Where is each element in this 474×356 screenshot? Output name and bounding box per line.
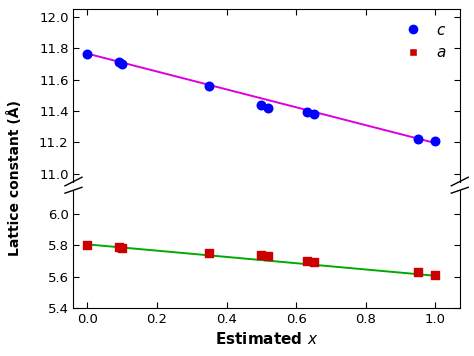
Point (83, 52, 91, 57)
Point (432, 272, 439, 278)
Point (118, 245, 126, 251)
Point (310, 260, 318, 265)
Point (83, 242, 91, 248)
Point (118, 61, 126, 67)
Point (264, 105, 272, 111)
Point (414, 269, 422, 275)
Point (205, 83, 213, 89)
Point (414, 136, 422, 142)
Point (310, 111, 318, 117)
X-axis label: Estimated $x$: Estimated $x$ (215, 331, 318, 347)
Point (264, 253, 272, 259)
Point (303, 110, 310, 115)
Point (115, 244, 122, 250)
Point (115, 59, 122, 65)
Point (257, 252, 265, 257)
Point (303, 258, 310, 264)
Point (257, 102, 265, 108)
Point (205, 250, 213, 256)
Text: Lattice constant (Å): Lattice constant (Å) (7, 100, 22, 256)
Legend: $c$, $a$: $c$, $a$ (392, 16, 452, 67)
Point (432, 138, 439, 143)
